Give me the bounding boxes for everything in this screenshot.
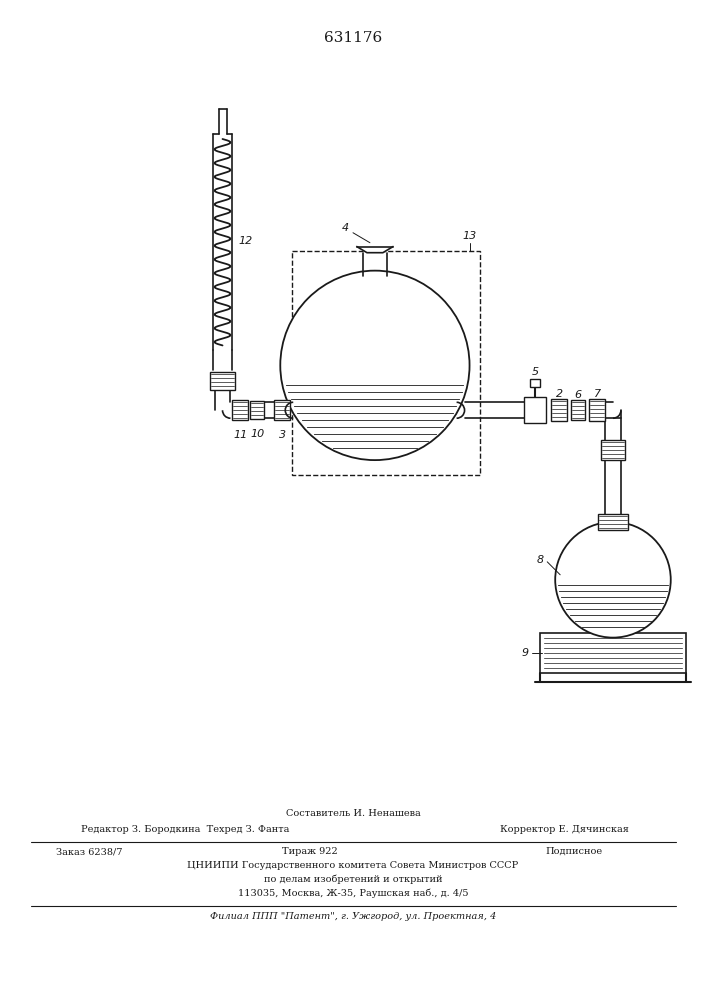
Circle shape [280, 271, 469, 460]
Bar [525, 397, 547, 423]
Text: Подписное: Подписное [546, 847, 602, 856]
Text: 113035, Москва, Ж-35, Раушская наб., д. 4/5: 113035, Москва, Ж-35, Раушская наб., д. … [238, 889, 468, 898]
Polygon shape [357, 247, 393, 253]
Text: 2: 2 [556, 389, 563, 399]
Text: 6: 6 [575, 390, 582, 400]
Bar [233, 400, 248, 420]
Text: 3: 3 [279, 430, 286, 440]
Text: Тираж 922: Тираж 922 [282, 847, 338, 856]
Text: 1: 1 [407, 330, 414, 340]
Text: 10: 10 [250, 429, 264, 439]
Text: 12: 12 [238, 236, 252, 246]
Text: Редактор З. Бородкина  Техред З. Фанта: Редактор З. Бородкина Техред З. Фанта [81, 825, 290, 834]
Bar [589, 399, 605, 421]
Text: 631176: 631176 [324, 31, 382, 45]
Text: по делам изобретений и открытий: по делам изобретений и открытий [264, 875, 443, 884]
Text: Филиал ППП "Патент", г. Ужгород, ул. Проектная, 4: Филиал ППП "Патент", г. Ужгород, ул. Про… [210, 912, 496, 921]
Text: ЦНИИПИ Государственного комитета Совета Министров СССР: ЦНИИПИ Государственного комитета Совета … [187, 861, 519, 870]
Bar [601, 440, 625, 460]
Text: Заказ 6238/7: Заказ 6238/7 [56, 847, 123, 856]
Circle shape [555, 522, 671, 638]
Bar [530, 379, 540, 387]
Bar [250, 401, 264, 419]
Text: Корректор Е. Дячинская: Корректор Е. Дячинская [500, 825, 629, 834]
Text: 5: 5 [532, 367, 539, 377]
Text: 8: 8 [537, 555, 544, 565]
Text: 4: 4 [341, 223, 349, 233]
Text: 7: 7 [593, 389, 601, 399]
Bar [274, 400, 291, 420]
Bar [292, 251, 479, 475]
Bar [551, 399, 567, 421]
Bar [598, 514, 628, 530]
Text: Составитель И. Ненашева: Составитель И. Ненашева [286, 809, 421, 818]
Bar [571, 400, 585, 420]
Text: 9: 9 [522, 648, 529, 658]
Text: 13: 13 [462, 231, 477, 241]
Bar [540, 633, 686, 673]
Bar [209, 372, 235, 390]
Text: 11: 11 [233, 430, 247, 440]
